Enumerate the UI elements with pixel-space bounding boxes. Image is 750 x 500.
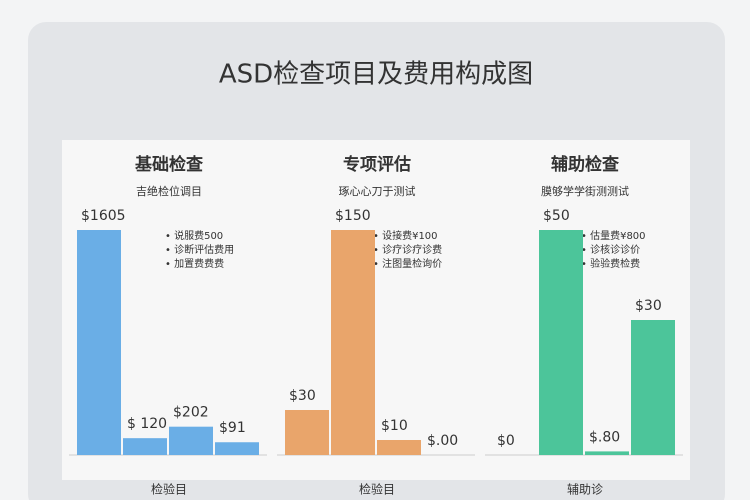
bar (331, 230, 375, 455)
bar (539, 230, 583, 455)
value-label: $30 (635, 298, 662, 314)
value-label: $0 (497, 433, 515, 449)
note: • 设接费¥100 (373, 229, 438, 242)
panel-title: 基础检查 (134, 154, 204, 175)
bar (169, 426, 213, 455)
bar (585, 451, 629, 455)
note: • 估量费¥800 (581, 229, 646, 242)
bar (631, 320, 675, 455)
x-label: 检验目 (359, 482, 395, 497)
value-label: $91 (219, 420, 246, 436)
value-label: $10 (381, 418, 408, 434)
panel-subtitle: 吉绝检位调目 (136, 184, 202, 198)
panel-subtitle: 膜够学学街测测试 (541, 184, 629, 198)
note: • 注图量检询价 (373, 257, 442, 270)
panel-title: 专项评估 (343, 154, 411, 175)
value-label: $202 (173, 405, 209, 421)
panel-subtitle: 琢心心刀于测试 (339, 185, 416, 198)
value-label: $ 120 (127, 416, 167, 432)
note: • 诊疗诊疗诊费 (373, 243, 442, 256)
value-label: $.00 (427, 433, 458, 449)
note: • 验验费检费 (581, 257, 640, 270)
chart-title: ASD检查项目及费用构成图 (219, 60, 533, 90)
note: • 说服费500 (165, 229, 223, 242)
value-label: $.80 (589, 429, 620, 445)
bar (77, 230, 121, 455)
note: • 加置费费费 (165, 257, 224, 270)
x-label: 辅助诊 (567, 483, 603, 497)
bar (285, 410, 329, 455)
note: • 诊断评估费用 (165, 243, 234, 256)
value-label: $30 (289, 388, 316, 404)
panel-title: 辅助检查 (551, 154, 620, 175)
bar (215, 442, 259, 455)
note: • 诊核诊诊价 (581, 243, 640, 256)
bar (377, 440, 421, 455)
value-label: $150 (335, 208, 371, 224)
value-label: $50 (543, 208, 570, 224)
bar (123, 438, 167, 455)
panel-area (62, 140, 690, 480)
value-label: $1605 (81, 208, 126, 224)
x-label: 检验目 (151, 482, 187, 497)
